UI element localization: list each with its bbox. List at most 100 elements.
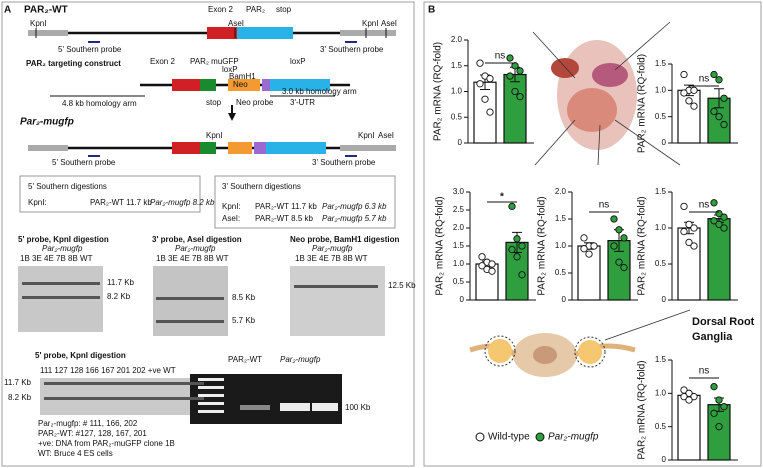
y-tick-label: 1.5 [555,214,567,223]
diagram-label: 5' Southern probe [52,158,116,167]
diagram-label: BamH1 [229,72,256,81]
data-point [710,199,718,207]
diagram-label: Neo [233,80,248,89]
y-axis-label: PAR₂ mRNA (RQ-fold) [637,54,648,153]
error-bar [714,88,724,109]
diagram-label: 8.2 Kb [107,292,131,301]
data-point [685,220,693,229]
diagram-label: PAR₂ targeting construct [26,59,121,68]
diagram-label: 3' Southern probe [312,158,376,167]
data-point [620,234,628,242]
data-point [710,383,718,391]
data-point [690,242,698,250]
y-tick-label: 1.0 [655,85,667,94]
y-tick-label: 1.5 [451,61,463,70]
diagram-label: 1B 3E 4E 7B 8B WT [156,254,229,263]
data-point [580,245,588,253]
data-point [720,94,728,102]
data-point [685,97,693,105]
data-point [516,93,524,101]
diagram-label: +ve: DNA from PAR₂-muGFP clone 1B [38,439,175,448]
y-tick-label: 0.5 [655,259,667,268]
data-point [511,62,519,70]
blot-bands [22,282,378,400]
y-axis-label: PAR₂ mRNA (RQ-fold) [435,196,446,295]
blot [290,266,385,336]
diagram-label: PAR₂-WT 11.7 kb [90,198,152,207]
mugfp-locus [28,142,396,157]
data-point [585,250,593,258]
bar [503,73,527,144]
diagram-label: 100 Kb [345,403,371,412]
diagram-label: Exon 2 [150,57,175,66]
data-point [610,242,618,250]
data-point [590,242,598,250]
bar-chart: 0 0.5 1.0 1.5 PAR₂ mRNA (RQ-fold) Dorsal Root… [637,316,755,464]
data-point [680,227,688,236]
data-point [486,74,494,83]
data-point [488,260,496,268]
y-tick-label: 1.5 [453,241,465,250]
data-point [516,67,524,75]
diagram-label: loxP [290,57,306,66]
diagram-label: 1B 3E 4E 7B 8B WT [295,254,368,263]
diagram-label: 3' Southern digestions [222,182,301,191]
data-point [518,242,526,250]
data-point [580,234,588,242]
data-point [710,107,718,116]
data-point [720,120,728,129]
significance-label: ns [495,51,506,62]
diagram-label: 3' probe, AseI digestion [152,235,242,244]
diagram-label: KpnI: [28,198,47,207]
diagram-label: 12.5 Kb [388,281,416,290]
y-tick-label: 2.0 [451,35,463,44]
diagram-label: Par₂-mugfp [20,117,74,128]
data-point [506,72,514,80]
y-tick-label: 0.5 [655,422,667,431]
data-point [486,108,494,116]
diagram-label: 5' Southern digestions [28,182,107,191]
legend-marker [535,432,545,442]
diagram-label: KpnI [362,19,378,28]
digest-box [19,175,201,213]
diagram-label: Par₂-mugfp 5.7 kb [322,214,387,223]
diagram-label: PAR₂-WT 11.7 kb [255,202,317,211]
y-tick-label: 2.0 [453,223,465,232]
y-tick-label: 1.0 [555,241,567,250]
pointer-lines [532,21,691,341]
y-tick-label: 0.5 [451,112,463,121]
data-point [680,393,688,401]
data-point [720,213,728,221]
data-point [680,202,688,211]
data-point [620,263,628,272]
diagram-label: KpnI: [222,202,241,211]
y-axis-label: PAR₂ mRNA (RQ-fold) [537,196,548,295]
y-tick-label: 0 [562,295,567,304]
data-point [715,423,723,431]
diagram-label: KpnI [30,19,46,28]
y-tick-label: 1.5 [655,355,667,364]
legend-label: Par₂-mugfp [548,432,599,443]
diagram-label: 11.7 Kb [4,378,32,387]
diagram-label: PAR₂ muGFP [190,57,239,66]
diagram-label: WT: Bruce 4 ES cells [38,449,113,458]
y-tick-label: 2.0 [555,187,567,196]
data-point [680,89,688,97]
diagram-label: 4.8 kb homology arm [62,99,137,108]
data-point [478,262,486,270]
diagram-label: PAR₂-WT 8.5 kb [255,214,313,223]
y-tick-label: 0 [662,295,667,304]
data-point [513,235,521,243]
significance-label: * [500,192,504,203]
bar-chart: 0 0.5 1.0 1.5 2.0 2.5 3.0 PAR₂ mRNA (RQ-fold) * [435,187,536,304]
bar-chart: 0 0.5 1.0 1.5 2.0 PAR₂ mRNA (RQ-fold) ns [433,35,534,147]
diagram-label: 5' probe, KpnI digestion [35,351,126,360]
data-point [508,245,516,254]
bar-chart: 0 0.5 1.0 1.5 PAR₂ mRNA (RQ-fold) ns [637,54,738,153]
y-tick-label: 0 [458,138,463,147]
data-point [680,70,688,79]
y-tick-label: 0 [662,138,667,147]
blot [153,266,228,336]
drg-illustration [469,333,636,377]
y-tick-label: 0 [460,295,465,304]
